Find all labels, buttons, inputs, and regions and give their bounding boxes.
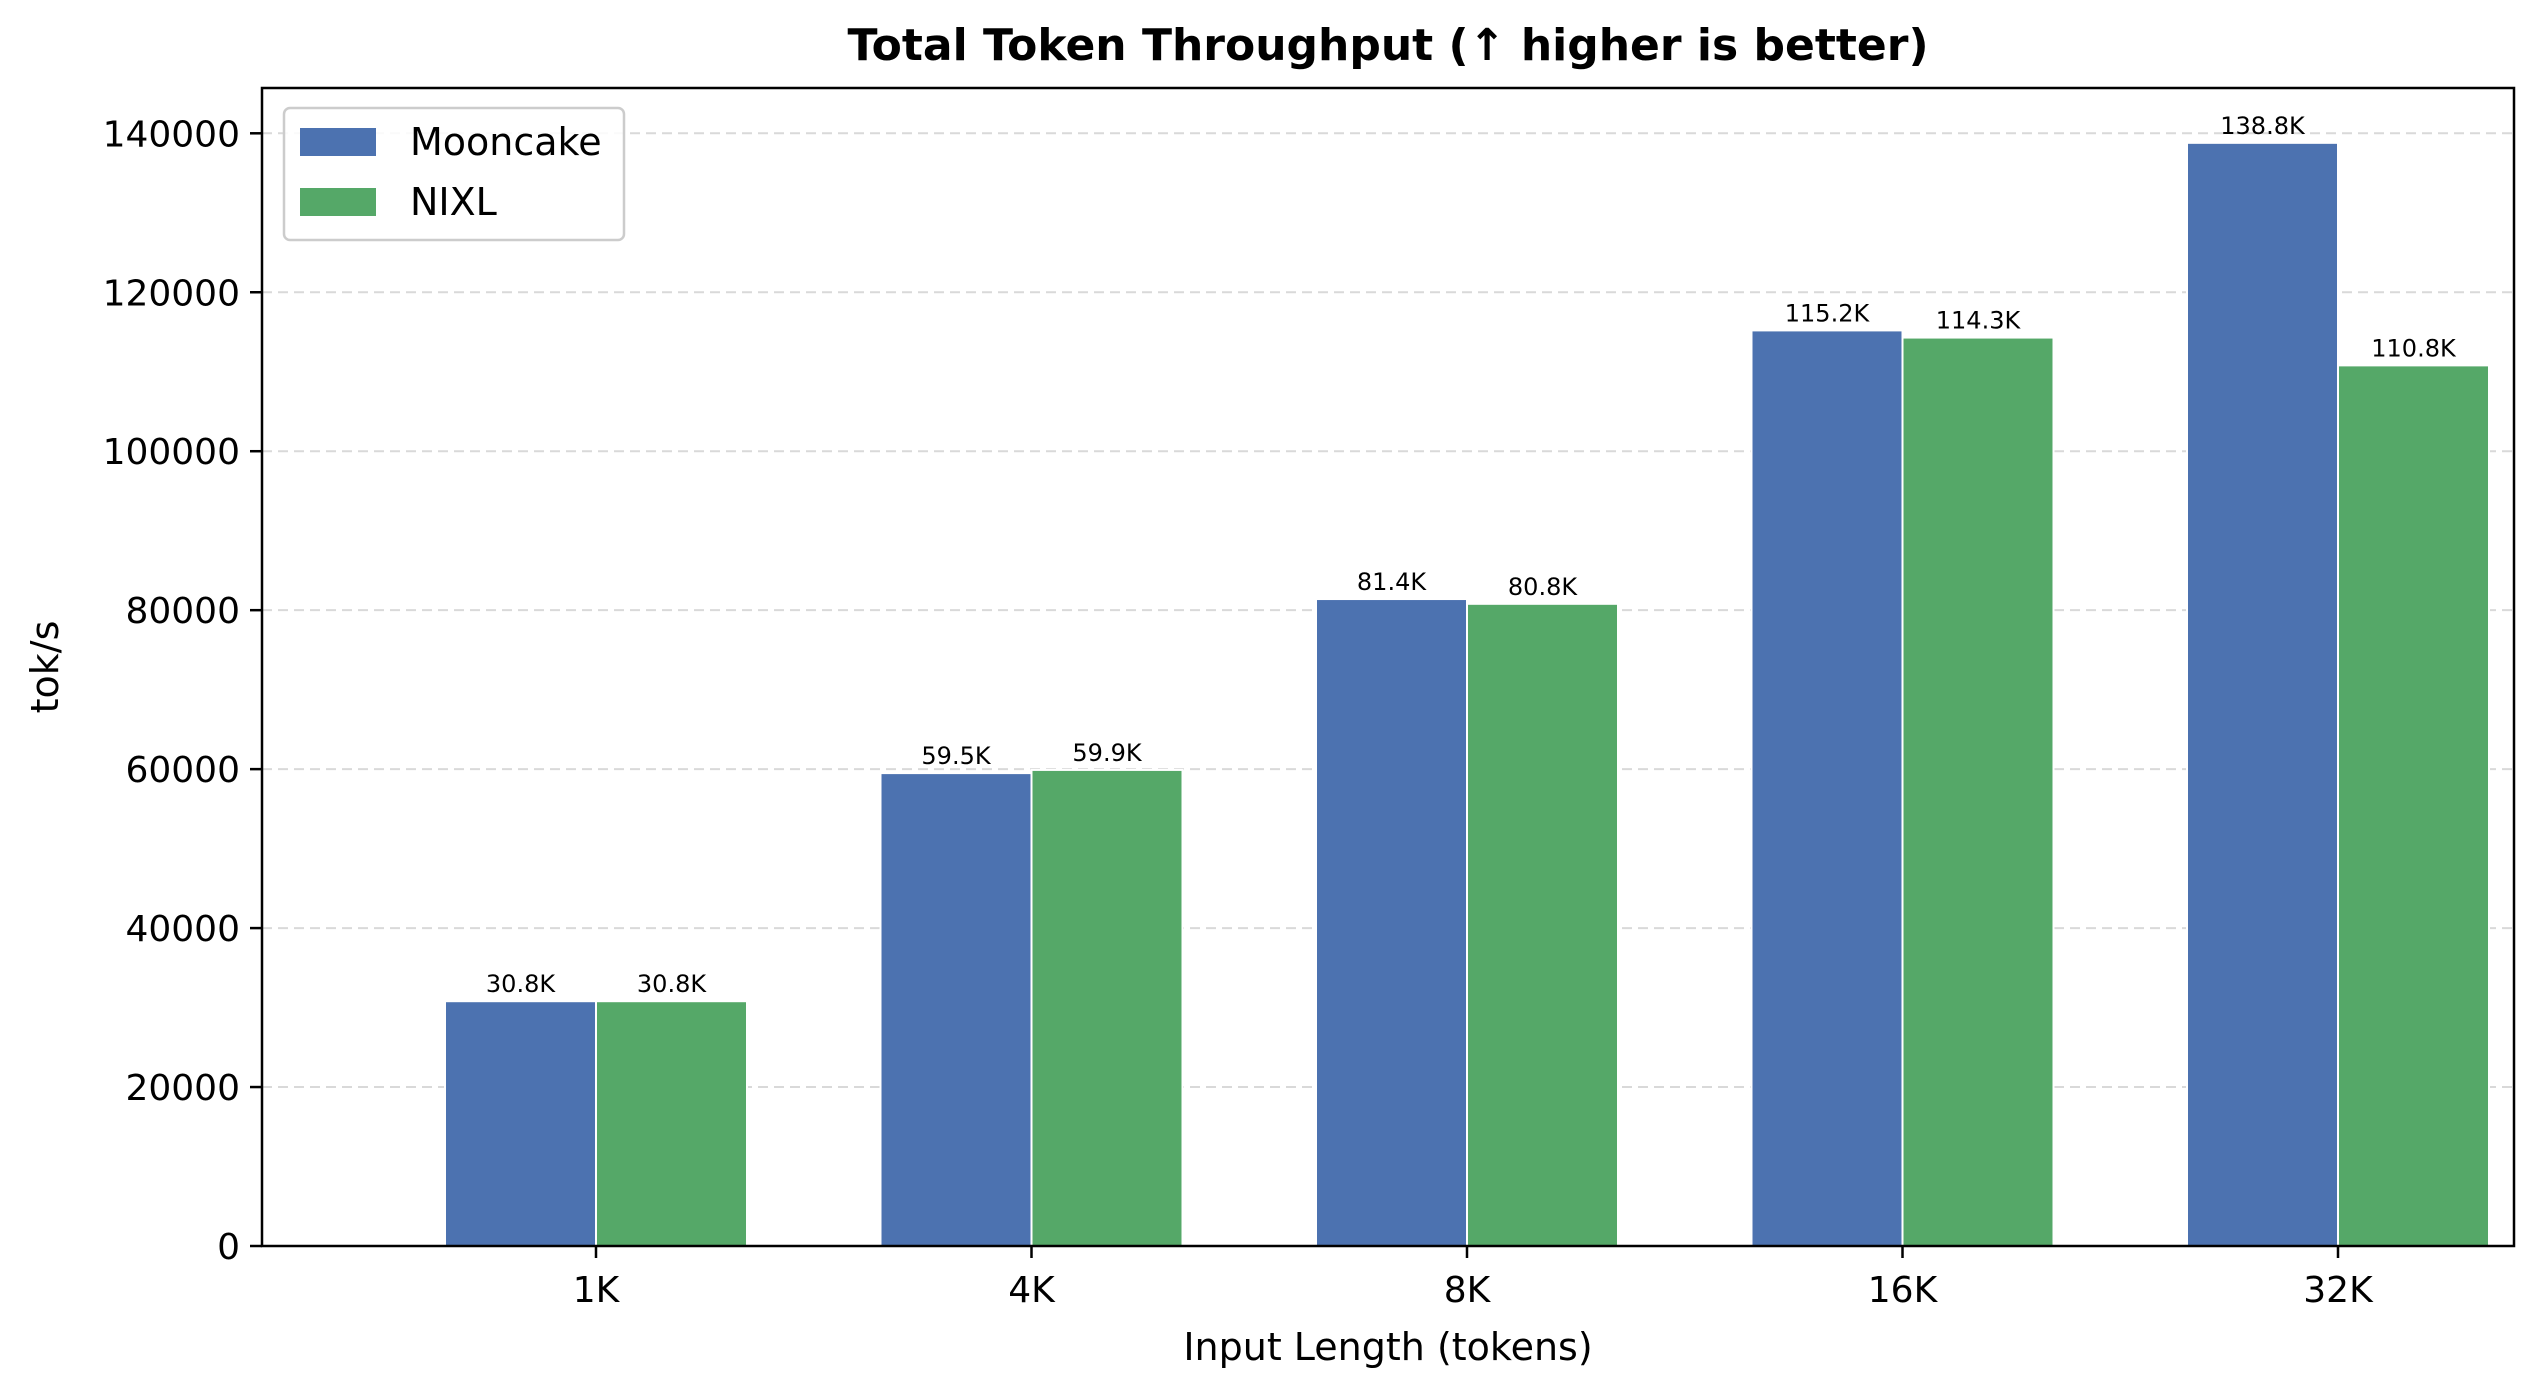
y-tick-label: 120000 [103,273,240,314]
legend-swatch-nixl [300,188,376,216]
x-axis-label: Input Length (tokens) [1183,1325,1592,1369]
bar-nixl-16k [1901,336,2055,1247]
bar-mooncake-8k [1315,598,1468,1247]
bar-mooncake-32k [2186,141,2339,1247]
data-label-nixl-1k: 30.8K [637,970,707,998]
data-label-mooncake-16k: 115.2K [1785,299,1871,327]
legend-label-nixl: NIXL [410,180,497,224]
legend: Mooncake NIXL [282,106,626,242]
plot-frame [260,86,2516,1248]
bar-nixl-8k [1466,602,1619,1247]
data-label-nixl-8k: 80.8K [1508,573,1578,601]
y-axis-label: tok/s [23,621,67,714]
y-tick-label: 40000 [125,909,240,950]
legend-swatch-mooncake [300,128,376,156]
x-tick-label: 4K [1008,1270,1056,1311]
y-axis: 0 20000 40000 60000 80000 100000 120000 140000 [103,114,262,1268]
data-label-nixl-4k: 59.9K [1072,739,1142,767]
data-label-nixl-16k: 114.3K [1936,307,2022,335]
bar-nixl-4k [1030,768,1184,1247]
x-tick-label: 16K [1868,1270,1939,1311]
chart-title: Total Token Throughput (↑ higher is bett… [847,20,1928,71]
y-tick-label: 80000 [125,591,240,632]
bar-mooncake-4k [879,772,1033,1247]
data-label-mooncake-8k: 81.4K [1357,568,1427,596]
bar-nixl-1k [595,1000,748,1248]
x-tick-label: 32K [2303,1270,2374,1311]
bar-mooncake-16k [1750,329,1904,1247]
x-tick-label: 8K [1444,1270,1492,1311]
legend-label-mooncake: Mooncake [410,120,602,164]
data-label-nixl-32k: 110.8K [2371,334,2457,362]
data-label-mooncake-1k: 30.8K [486,970,556,998]
y-tick-label: 100000 [103,432,240,473]
bar-mooncake-1k [444,1000,597,1248]
bars [444,141,2490,1248]
data-label-mooncake-32k: 138.8K [2220,112,2306,140]
data-labels: 30.8K 30.8K 59.5K 59.9K 81.4K 80.8K 115.2K 114.… [486,112,2457,998]
y-tick-label: 60000 [125,750,240,791]
x-axis: 1K 4K 8K 16K 32K [573,1246,2374,1311]
y-tick-label: 0 [217,1227,240,1268]
bar-nixl-32k [2337,364,2490,1248]
y-tick-label: 140000 [103,114,240,155]
y-tick-label: 20000 [125,1068,240,1109]
x-tick-label: 1K [573,1270,621,1311]
data-label-mooncake-4k: 59.5K [921,742,991,770]
